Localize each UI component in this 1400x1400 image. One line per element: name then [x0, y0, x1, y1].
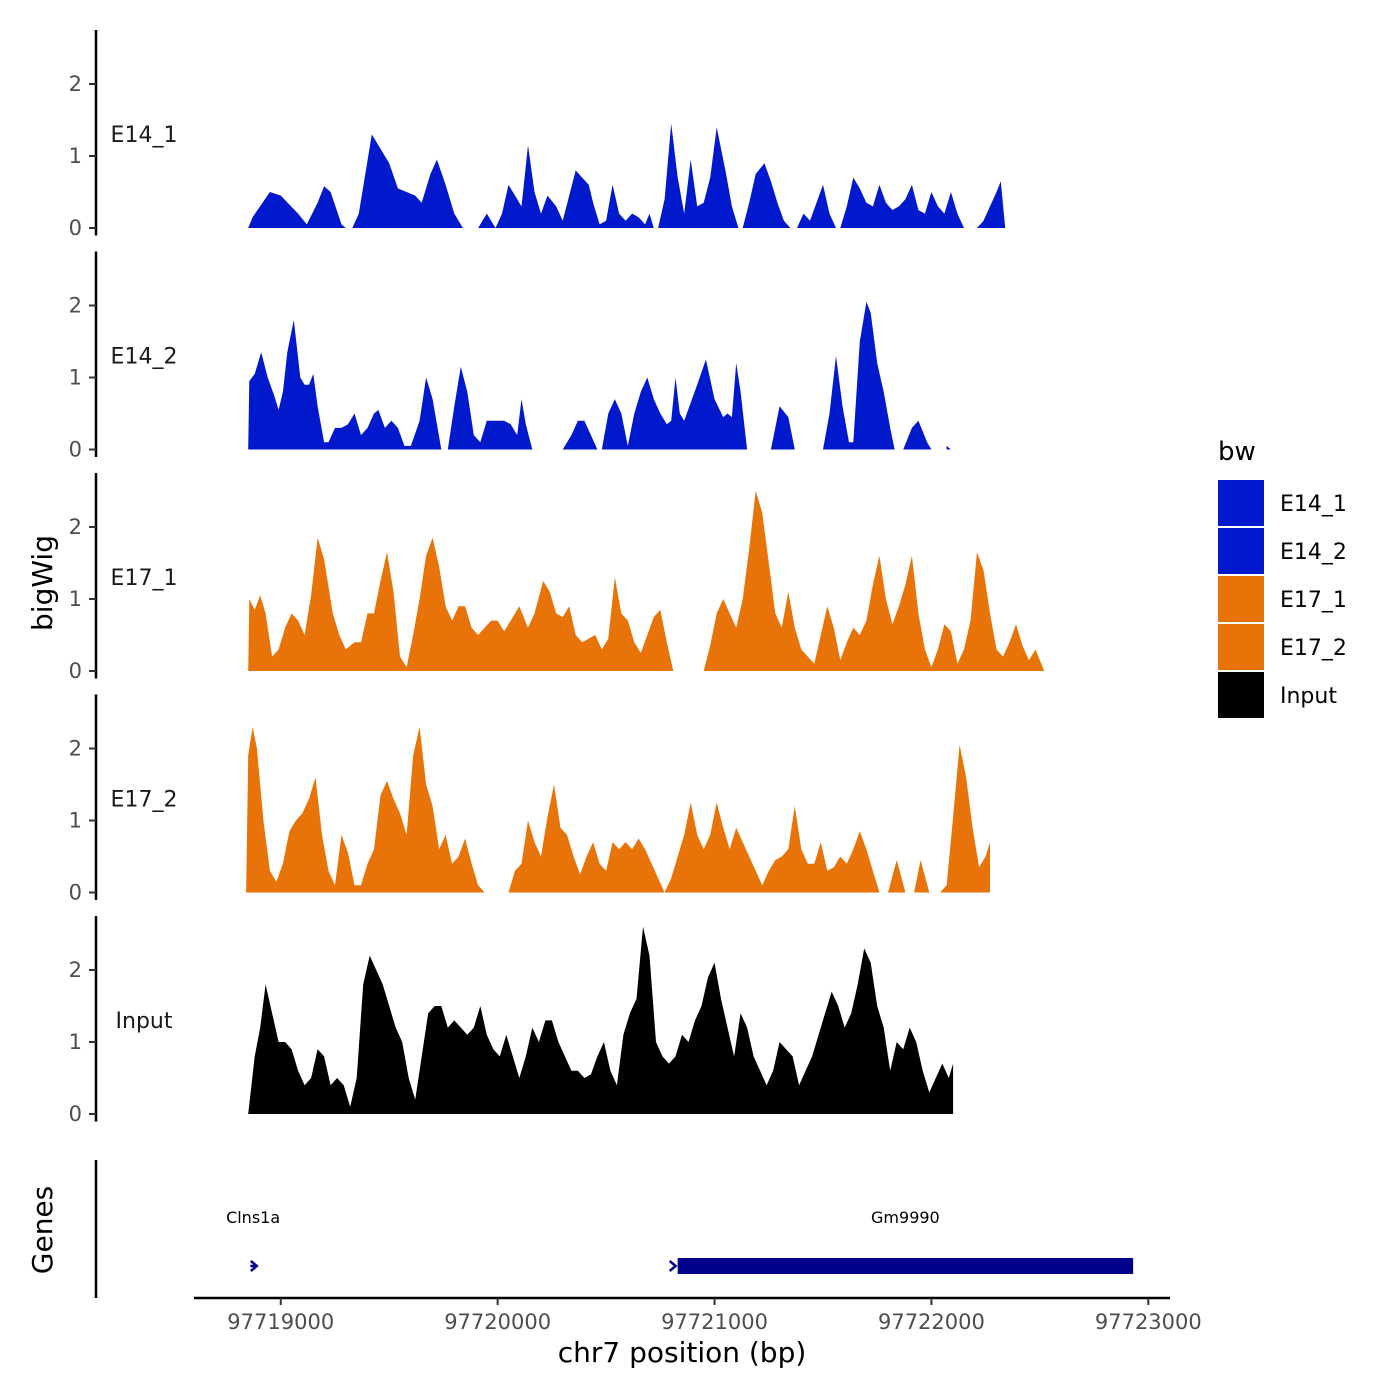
area-E14_1	[742, 163, 791, 228]
y-tick-label: 1	[69, 809, 82, 833]
y-tick-label: 0	[69, 216, 82, 240]
y-tick-label: 1	[69, 144, 82, 168]
y-tick-label: 2	[69, 72, 82, 96]
legend-label: E17_1	[1280, 588, 1347, 613]
track-label: E17_1	[111, 566, 178, 591]
gene-Clns1a: Clns1a	[226, 1208, 280, 1272]
y-tick-label: 1	[69, 587, 82, 611]
y-tick-label: 0	[69, 438, 82, 462]
track-label: Input	[116, 1009, 173, 1034]
gene-track: Genes Clns1a Gm9990	[26, 1160, 1134, 1298]
x-tick-label: 97720000	[444, 1310, 551, 1334]
y-tick-label: 1	[69, 366, 82, 390]
area-E17_2	[246, 726, 485, 893]
gene-track-label: Genes	[26, 1186, 59, 1274]
y-tick-label: 0	[69, 659, 82, 683]
legend-swatch-E14_2	[1218, 528, 1264, 574]
area-E14_1	[840, 177, 964, 228]
legend-label: Input	[1280, 684, 1337, 709]
gene-body	[677, 1258, 1134, 1274]
y-tick-label: 2	[69, 737, 82, 761]
area-E14_2	[601, 359, 748, 450]
area-E14_2	[946, 445, 951, 450]
track-E17_2: 0 1 2 E17_2	[69, 694, 990, 905]
area-E14_1	[658, 123, 739, 228]
legend-label: E17_2	[1280, 636, 1347, 661]
gene-label: Gm9990	[871, 1208, 940, 1227]
track-E17_1: 0 1 2 E17_1	[69, 473, 1045, 683]
gene-Gm9990: Gm9990	[668, 1208, 1134, 1274]
legend-title: bw	[1218, 437, 1256, 467]
track-E14_2: 0 1 2 E14_2	[69, 251, 951, 462]
area-E17_1	[703, 491, 1045, 671]
track-label: E14_2	[111, 345, 178, 370]
y-tick-label: 1	[69, 1030, 82, 1054]
area-E14_2	[447, 366, 533, 450]
y-axis-title: bigWig	[26, 535, 59, 631]
area-E17_2	[888, 860, 906, 893]
x-axis-title: chr7 position (bp)	[558, 1336, 807, 1369]
track-label: E17_2	[111, 788, 178, 813]
area-E14_1	[248, 186, 346, 228]
y-tick-label: 0	[69, 1102, 82, 1126]
legend-swatch-Input	[1218, 672, 1264, 718]
track-label: E14_1	[111, 123, 178, 148]
x-axis: chr7 position (bp) 97719000 97720000 97721…	[194, 1296, 1202, 1369]
legend: bw E14_1 E14_2 E17_1 E17_2 Input	[1218, 437, 1347, 718]
area-E14_1	[352, 134, 463, 228]
track-E14_1: 0 1 2 E14_1	[69, 30, 1006, 240]
area-E17_1	[248, 537, 674, 671]
legend-label: E14_1	[1280, 492, 1347, 517]
gene-label: Clns1a	[226, 1208, 280, 1227]
x-tick-label: 97721000	[661, 1310, 768, 1334]
area-E14_2	[823, 301, 895, 450]
legend-swatch-E17_2	[1218, 624, 1264, 670]
area-E14_2	[770, 406, 795, 450]
area-E14_1	[797, 184, 836, 228]
track-Input: 0 1 2 Input	[69, 916, 954, 1126]
y-tick-label: 2	[69, 515, 82, 539]
legend-swatch-E14_1	[1218, 480, 1264, 526]
x-tick-label: 97722000	[878, 1310, 985, 1334]
y-tick-label: 0	[69, 881, 82, 905]
legend-label: E14_2	[1280, 540, 1347, 565]
area-E17_2	[940, 744, 990, 893]
gene-strand-arrow	[250, 1260, 259, 1272]
area-E17_2	[914, 860, 930, 893]
area-E14_2	[903, 420, 932, 450]
legend-swatch-E17_1	[1218, 576, 1264, 622]
x-tick-label: 97723000	[1095, 1310, 1202, 1334]
area-E14_1	[478, 145, 654, 228]
area-Input	[248, 926, 954, 1114]
y-tick-label: 2	[69, 294, 82, 318]
gene-strand-arrow	[668, 1260, 678, 1272]
x-tick-label: 97719000	[227, 1310, 334, 1334]
y-tick-label: 2	[69, 958, 82, 982]
area-E14_2	[562, 420, 598, 450]
area-E17_2	[508, 784, 880, 893]
area-E14_1	[977, 181, 1006, 228]
area-E14_2	[248, 319, 442, 450]
tracks-layer: 0 1 2 E14_1 0 1 2 E14_2 0 1 2 E17_1 0 1 2 E17_2 0 1 2 Input	[69, 30, 1045, 1126]
